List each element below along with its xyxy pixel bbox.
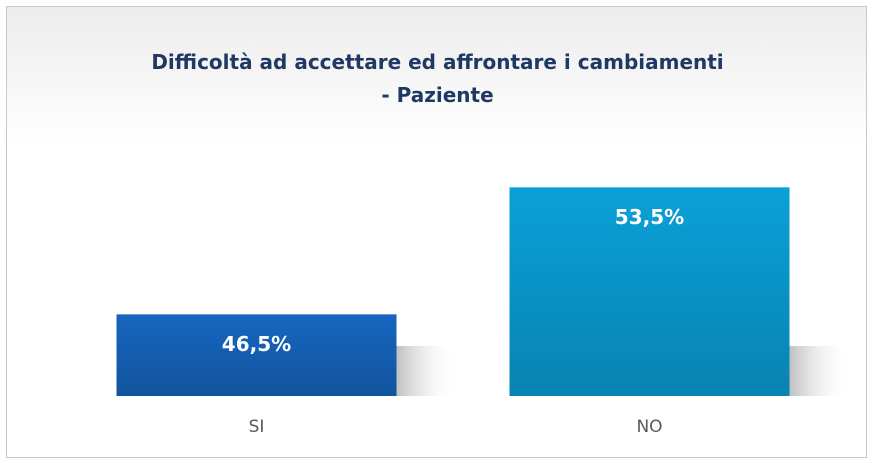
value-label: 53,5% bbox=[615, 205, 684, 229]
bar-shade bbox=[509, 187, 790, 396]
chart-title: Difficoltà ad accettare ed affrontare i … bbox=[151, 50, 724, 107]
value-label: 46,5% bbox=[222, 332, 291, 356]
x-tick-label: SI bbox=[249, 417, 265, 437]
bar-shade bbox=[116, 314, 397, 396]
x-tick-label: NO bbox=[636, 417, 662, 437]
bar-shadow bbox=[396, 346, 457, 396]
bar-shadow bbox=[789, 346, 850, 396]
